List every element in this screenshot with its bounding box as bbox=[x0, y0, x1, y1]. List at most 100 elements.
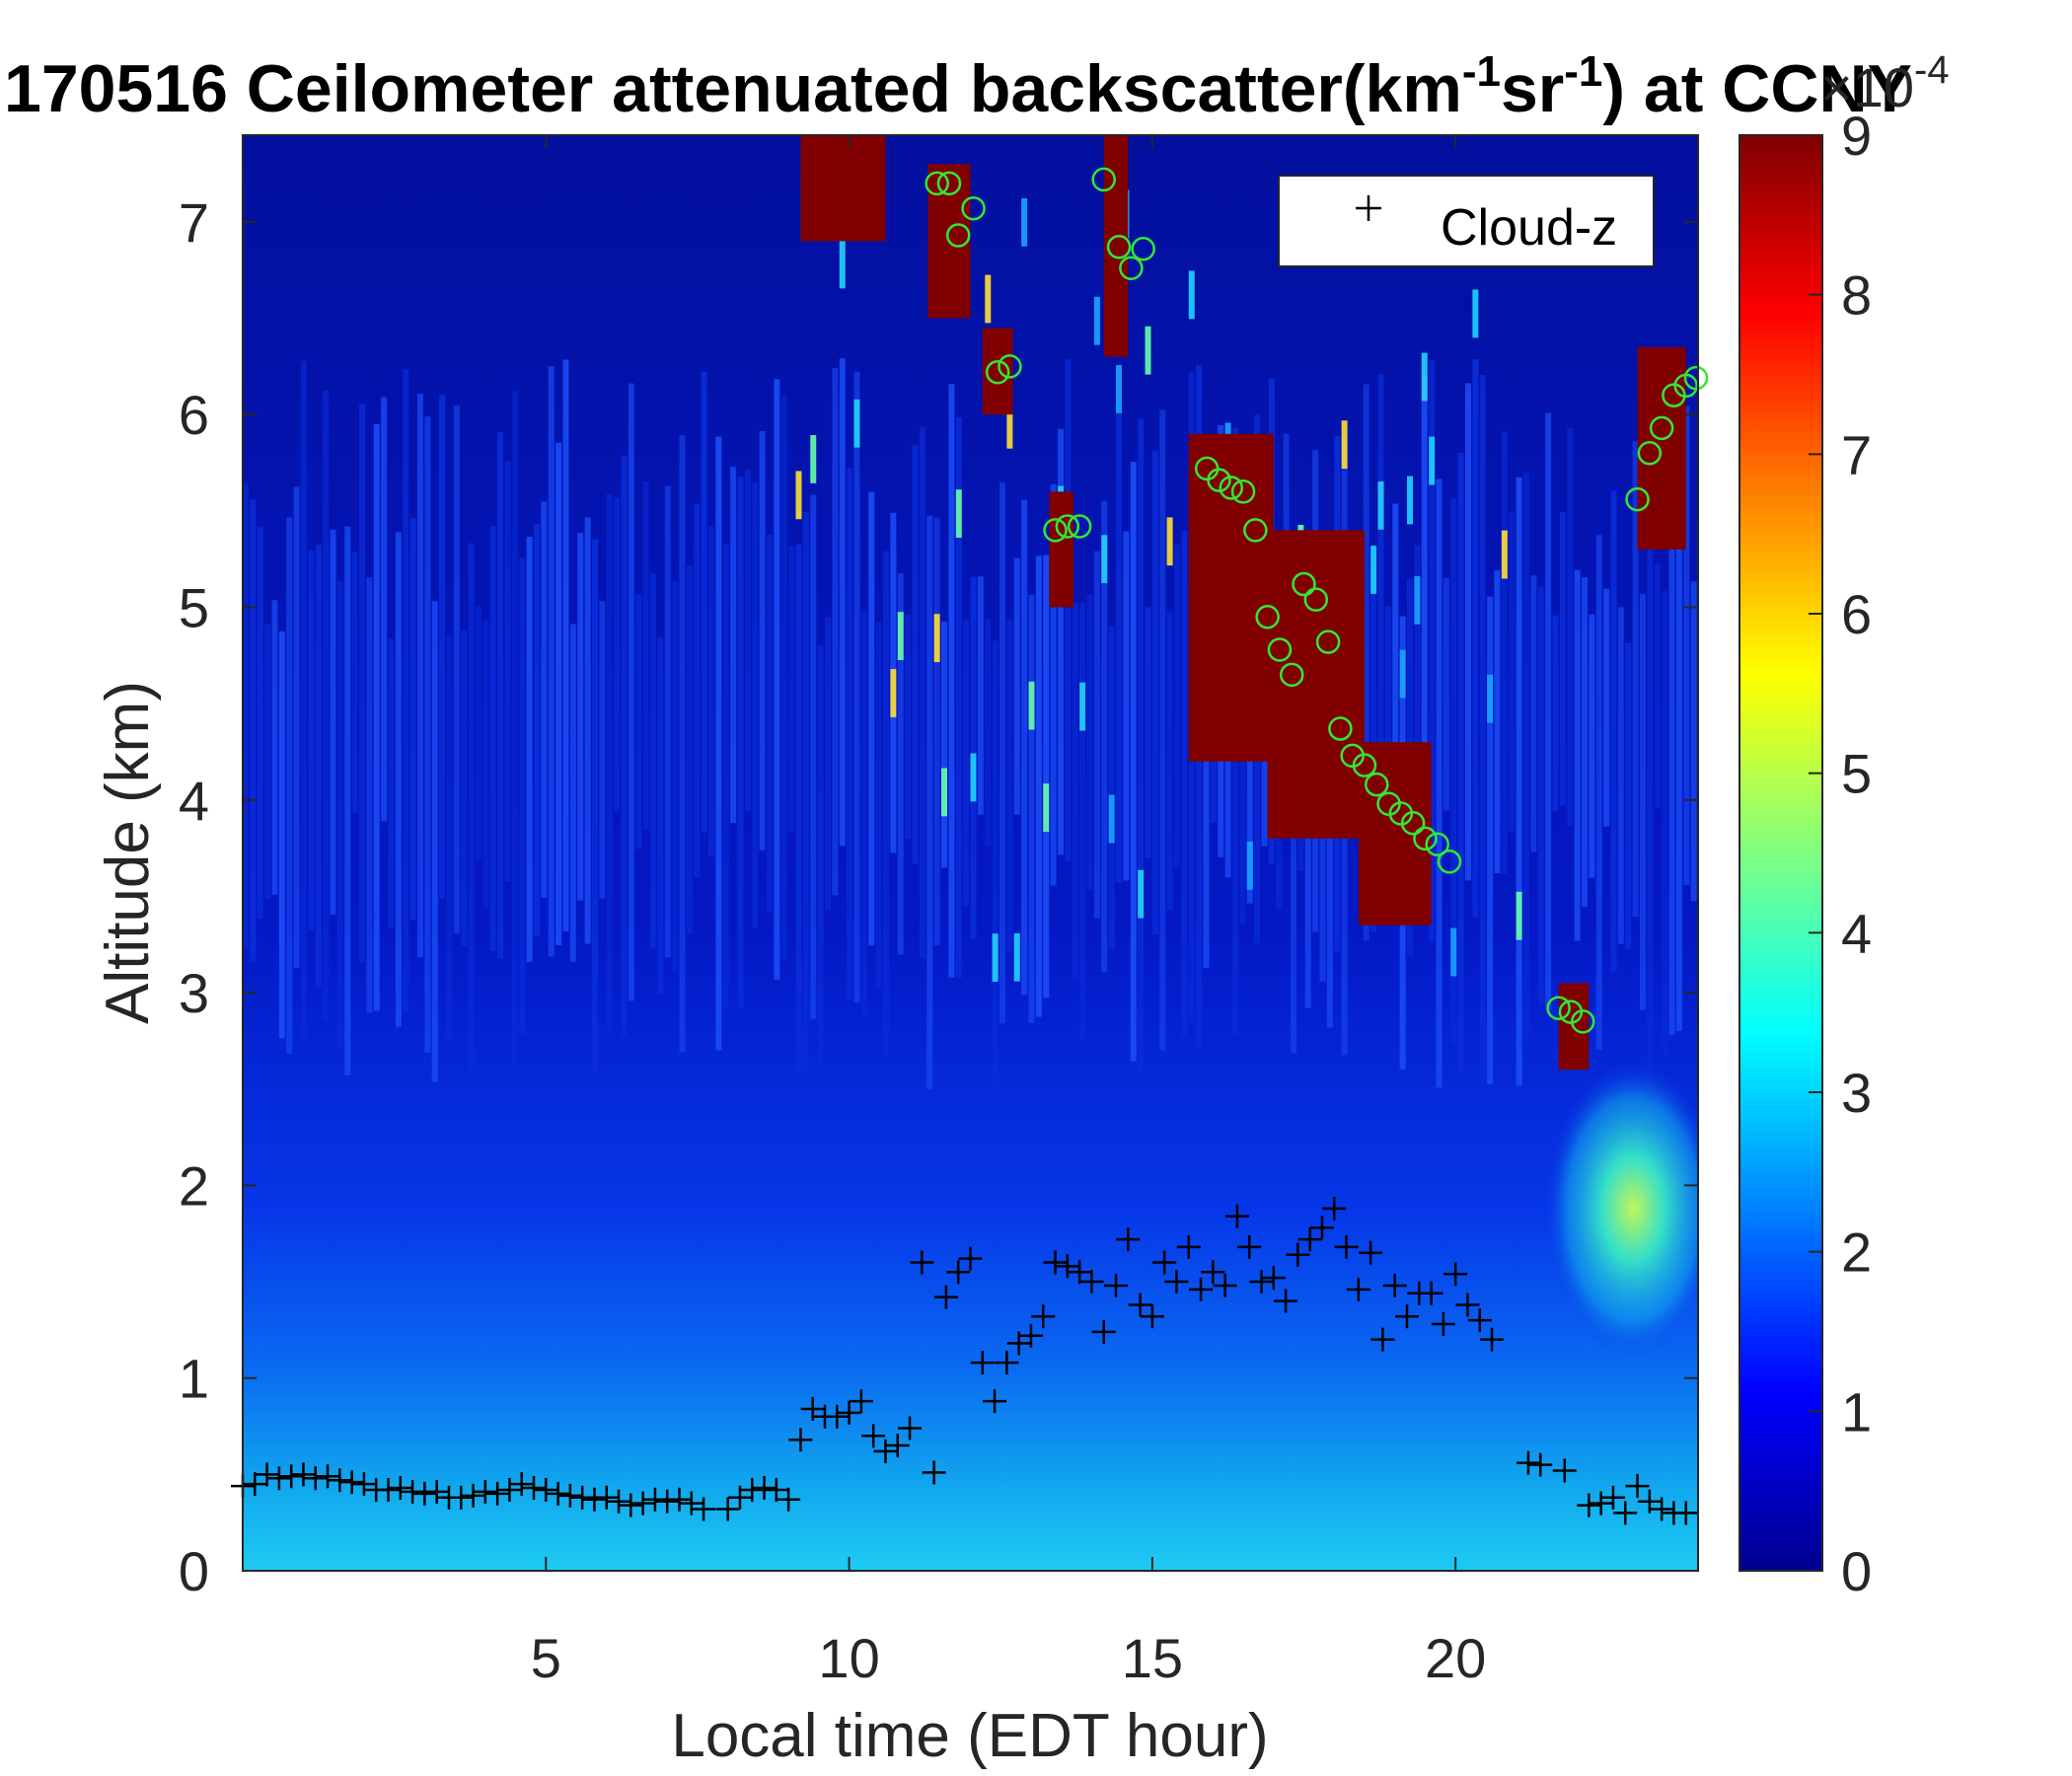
cloud-base-point bbox=[1431, 1312, 1455, 1337]
cloud-base-point bbox=[316, 1464, 340, 1489]
title-sup2: -1 bbox=[1564, 47, 1602, 96]
cloud-top-point bbox=[1119, 256, 1144, 281]
cloud-base-point bbox=[473, 1479, 497, 1504]
backscatter-streak bbox=[802, 511, 809, 1074]
backscatter-speck bbox=[992, 933, 999, 983]
backscatter-streak bbox=[788, 546, 795, 833]
backscatter-streak bbox=[1006, 619, 1013, 952]
colorbar-gradient bbox=[1739, 134, 1823, 1572]
backscatter-streak bbox=[468, 543, 475, 1071]
backscatter-streak bbox=[555, 442, 562, 945]
backscatter-speck bbox=[839, 240, 846, 289]
y-tick-label: 6 bbox=[179, 384, 209, 446]
backscatter-streak bbox=[810, 494, 817, 1019]
colorbar-tick-label: 3 bbox=[1841, 1062, 1872, 1124]
cloud-base-point bbox=[1625, 1474, 1650, 1499]
backscatter-streak bbox=[1145, 607, 1151, 858]
backscatter-speck bbox=[1116, 364, 1122, 413]
cloud-base-point bbox=[1237, 1234, 1262, 1259]
backscatter-streak bbox=[963, 619, 970, 908]
cloud-top-point bbox=[1055, 514, 1080, 539]
backscatter-streak bbox=[1429, 360, 1436, 942]
cloud-layer bbox=[1188, 433, 1274, 762]
cloud-base-point bbox=[1152, 1250, 1177, 1275]
cloud-base-point bbox=[424, 1479, 449, 1504]
backscatter-speck bbox=[1166, 517, 1173, 566]
cloud-top-point bbox=[1315, 629, 1341, 654]
backscatter-streak bbox=[955, 416, 962, 979]
backscatter-streak bbox=[1436, 479, 1443, 1088]
y-axis-label: Altitude (km) bbox=[94, 681, 162, 1024]
backscatter-speck bbox=[1377, 481, 1384, 530]
title-main: 170516 Ceilometer attenuated backscatter… bbox=[4, 51, 1462, 126]
backscatter-streak bbox=[293, 486, 300, 968]
colorbar-tick-label: 8 bbox=[1841, 264, 1872, 327]
backscatter-speck bbox=[1006, 400, 1013, 449]
cloud-base-point bbox=[1176, 1234, 1201, 1259]
cloud-base-point bbox=[630, 1491, 655, 1516]
backscatter-streak bbox=[1291, 641, 1296, 1054]
backscatter-streak bbox=[1494, 570, 1501, 873]
y-tick-label: 2 bbox=[179, 1154, 209, 1217]
backscatter-streak bbox=[1363, 384, 1369, 941]
backscatter-streak bbox=[1582, 577, 1588, 908]
cloud-base-point bbox=[788, 1428, 813, 1452]
cloud-top-point bbox=[1207, 468, 1231, 492]
cloud-base-point bbox=[351, 1472, 376, 1497]
backscatter-streak bbox=[1516, 477, 1522, 1086]
cloud-base-point bbox=[449, 1485, 474, 1510]
y-tick-label: 7 bbox=[179, 191, 209, 254]
backscatter-streak bbox=[439, 394, 446, 899]
title-sup1: -1 bbox=[1462, 47, 1501, 96]
cloud-base-point bbox=[1370, 1327, 1395, 1352]
backscatter-streak bbox=[883, 551, 889, 1057]
backscatter-streak bbox=[366, 577, 373, 1013]
cloud-base-point bbox=[970, 1351, 995, 1375]
backscatter-streak bbox=[628, 383, 634, 1001]
backscatter-streak bbox=[1108, 627, 1115, 950]
aerosol-plume bbox=[1544, 1061, 1698, 1357]
backscatter-streak bbox=[642, 481, 649, 831]
cloud-base-point bbox=[607, 1489, 631, 1514]
backscatter-streak bbox=[1443, 577, 1449, 811]
cloud-base-point bbox=[401, 1479, 425, 1504]
cloud-base-point bbox=[546, 1481, 570, 1506]
cloud-top-point bbox=[1637, 440, 1663, 466]
x-tick-label: 10 bbox=[818, 1627, 879, 1689]
cloud-base-point bbox=[1516, 1450, 1540, 1475]
backscatter-streak bbox=[1668, 398, 1675, 1036]
cloud-base-point bbox=[1140, 1304, 1164, 1329]
backscatter-streak bbox=[359, 403, 365, 963]
cloud-base-point bbox=[873, 1439, 898, 1463]
backscatter-streak bbox=[446, 634, 453, 1041]
backscatter-streak bbox=[1683, 406, 1690, 886]
backscatter-streak bbox=[672, 581, 679, 973]
backscatter-speck bbox=[1021, 197, 1028, 247]
cloud-base-point bbox=[642, 1487, 667, 1512]
backscatter-streak bbox=[592, 539, 598, 1074]
cloud-top-point bbox=[1437, 850, 1462, 874]
cloud-base-point bbox=[740, 1477, 765, 1502]
cloud-base-point bbox=[777, 1487, 801, 1512]
backscatter-speck bbox=[933, 614, 940, 663]
backscatter-streak bbox=[315, 545, 322, 988]
backscatter-speck bbox=[955, 489, 962, 538]
backscatter-speck bbox=[1501, 530, 1508, 579]
backscatter-streak bbox=[584, 517, 591, 944]
colorbar-tick-label: 9 bbox=[1841, 105, 1872, 167]
cloud-base-point bbox=[1031, 1304, 1056, 1329]
cloud-top-point bbox=[1279, 662, 1304, 688]
y-tick-label: 0 bbox=[179, 1540, 209, 1602]
cloud-base-point bbox=[1455, 1293, 1480, 1317]
x-axis-label: Local time (EDT hour) bbox=[671, 1702, 1268, 1770]
cloud-base-point bbox=[1334, 1234, 1359, 1259]
backscatter-streak bbox=[1392, 503, 1399, 877]
cloud-base-point bbox=[667, 1487, 692, 1512]
backscatter-streak bbox=[985, 619, 992, 847]
backscatter-streak bbox=[1138, 418, 1145, 1073]
cloud-base-point bbox=[1018, 1323, 1043, 1348]
cloud-base-point bbox=[279, 1464, 304, 1489]
backscatter-streak bbox=[1465, 383, 1471, 881]
cloud-base-point bbox=[1528, 1452, 1553, 1477]
cloud-top-point bbox=[1400, 810, 1426, 836]
